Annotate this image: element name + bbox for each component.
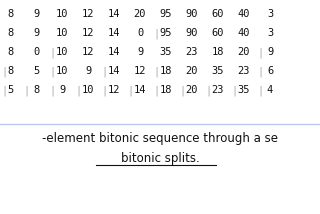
Text: 20: 20 <box>238 47 250 57</box>
Text: 9: 9 <box>85 66 91 76</box>
Text: |: | <box>49 66 55 76</box>
Text: 10: 10 <box>56 66 68 76</box>
Text: |: | <box>49 85 55 95</box>
Text: |: | <box>257 85 263 95</box>
Text: 23: 23 <box>238 66 250 76</box>
Text: 14: 14 <box>108 47 120 57</box>
Text: 40: 40 <box>238 9 250 19</box>
Text: |: | <box>231 85 237 95</box>
Text: 4: 4 <box>267 85 273 95</box>
Text: 90: 90 <box>186 28 198 38</box>
Text: 10: 10 <box>56 47 68 57</box>
Text: |: | <box>101 66 107 76</box>
Text: |: | <box>2 85 8 95</box>
Text: |: | <box>2 66 8 76</box>
Text: 8: 8 <box>7 66 13 76</box>
Text: 95: 95 <box>160 28 172 38</box>
Text: 12: 12 <box>82 47 94 57</box>
Text: 60: 60 <box>212 28 224 38</box>
Text: 14: 14 <box>108 28 120 38</box>
Text: 20: 20 <box>186 66 198 76</box>
Text: 18: 18 <box>212 47 224 57</box>
Text: 95: 95 <box>160 9 172 19</box>
Text: |: | <box>153 66 159 76</box>
Text: 12: 12 <box>134 66 146 76</box>
Text: 9: 9 <box>267 47 273 57</box>
Text: 23: 23 <box>212 85 224 95</box>
Text: 12: 12 <box>82 28 94 38</box>
Text: 9: 9 <box>33 28 39 38</box>
Text: 18: 18 <box>160 85 172 95</box>
Text: 40: 40 <box>238 28 250 38</box>
Text: 20: 20 <box>186 85 198 95</box>
Text: 8: 8 <box>7 28 13 38</box>
Text: 14: 14 <box>134 85 146 95</box>
Text: |: | <box>23 85 29 95</box>
Text: |: | <box>127 85 133 95</box>
Text: |: | <box>205 85 211 95</box>
Text: 35: 35 <box>212 66 224 76</box>
Text: 0: 0 <box>137 28 143 38</box>
Text: 3: 3 <box>267 9 273 19</box>
Text: 14: 14 <box>108 9 120 19</box>
Text: 23: 23 <box>186 47 198 57</box>
Text: 90: 90 <box>186 9 198 19</box>
Text: 35: 35 <box>238 85 250 95</box>
Text: 8: 8 <box>7 9 13 19</box>
Text: |: | <box>179 85 185 95</box>
Text: 12: 12 <box>108 85 120 95</box>
Text: 18: 18 <box>160 66 172 76</box>
Text: |: | <box>101 85 107 95</box>
Text: |: | <box>153 28 159 39</box>
Text: 5: 5 <box>7 85 13 95</box>
Text: 9: 9 <box>33 9 39 19</box>
Text: 0: 0 <box>33 47 39 57</box>
Text: 3: 3 <box>267 28 273 38</box>
Text: |: | <box>257 66 263 76</box>
Text: 6: 6 <box>267 66 273 76</box>
Text: 20: 20 <box>134 9 146 19</box>
Text: |: | <box>153 85 159 95</box>
Text: 10: 10 <box>56 28 68 38</box>
Text: 8: 8 <box>33 85 39 95</box>
Text: 9: 9 <box>137 47 143 57</box>
Text: -element bitonic sequence through a se: -element bitonic sequence through a se <box>42 132 278 145</box>
Text: 9: 9 <box>59 85 65 95</box>
Text: 10: 10 <box>82 85 94 95</box>
Text: |: | <box>49 47 55 58</box>
Text: 5: 5 <box>33 66 39 76</box>
Text: 8: 8 <box>7 47 13 57</box>
Text: 10: 10 <box>56 9 68 19</box>
Text: 12: 12 <box>82 9 94 19</box>
Text: 35: 35 <box>160 47 172 57</box>
Text: 14: 14 <box>108 66 120 76</box>
Text: |: | <box>75 85 81 95</box>
Text: bitonic splits.: bitonic splits. <box>121 152 199 165</box>
Text: |: | <box>257 47 263 58</box>
Text: 60: 60 <box>212 9 224 19</box>
